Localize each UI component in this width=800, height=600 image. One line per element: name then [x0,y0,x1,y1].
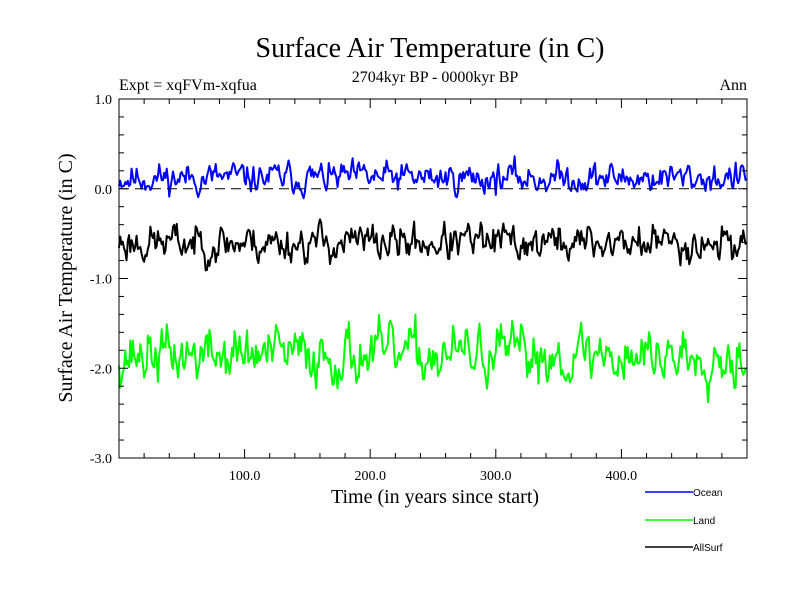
series-layer [118,155,747,404]
y-tick-label: -1.0 [90,273,112,288]
chart-title: Surface Air Temperature (in C) [256,33,605,64]
x-tick-label: 300.0 [480,469,512,484]
season-label: Ann [719,77,747,94]
axes [118,98,748,459]
plot-frame [118,98,748,459]
y-tick-label: 0.0 [95,183,113,198]
chart-subtitle: 2704kyr BP - 0000kyr BP [352,69,519,86]
y-tick-label: -3.0 [90,452,112,467]
legend: Ocean Land AllSurf [645,488,723,554]
experiment-label: Expt = xqFVm-xqfua [119,77,257,94]
x-axis-label: Time (in years since start) [331,486,539,508]
x-tick-label: 100.0 [229,469,261,484]
y-tick-label: -2.0 [90,362,112,377]
series-line-allsurf [118,218,747,272]
legend-label-ocean: Ocean [693,488,722,499]
tick-labels: 100.0 200.0 300.0 400.0 1.0 0.0 -1.0 -2.0 -3.0 [90,93,637,484]
legend-label-land: Land [693,516,715,527]
series-line-land [118,313,747,404]
series-line-ocean [118,155,747,200]
x-tick-label: 400.0 [606,469,638,484]
x-tick-label: 200.0 [354,469,386,484]
y-axis-label: Surface Air Temperature (in C) [55,153,77,402]
legend-label-allsurf: AllSurf [693,543,723,554]
y-tick-label: 1.0 [95,93,113,108]
